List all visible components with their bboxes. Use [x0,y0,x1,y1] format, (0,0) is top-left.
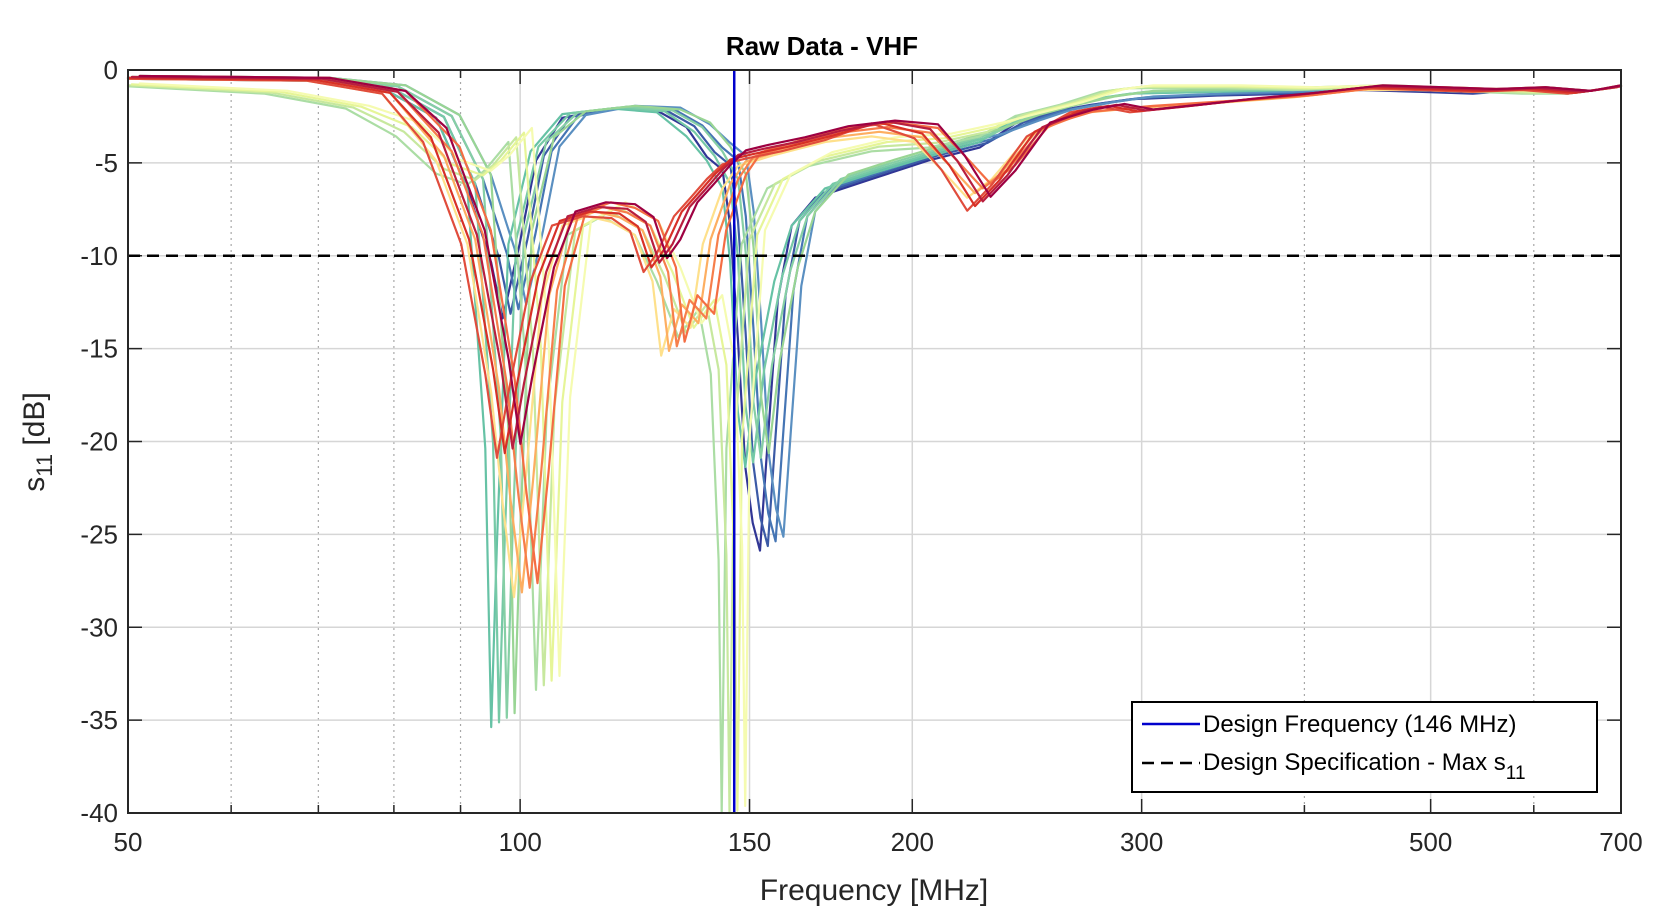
x-tick-label: 200 [891,827,934,857]
y-tick-labels: 0 -5 -10 -15 -20 -25 -30 -35 -40 [80,55,118,828]
y-tick-label: -5 [95,148,118,178]
y-tick-label: -25 [80,519,118,549]
x-tick-label: 700 [1599,827,1642,857]
legend-design-spec-label: Design Specification - Max s11 [1203,749,1526,784]
y-tick-label: -30 [80,612,118,642]
x-tick-label: 150 [728,827,771,857]
y-tick-label: -20 [80,427,118,457]
x-tick-labels: 50 100 150 200 300 500 700 [114,827,1643,857]
y-axis-label-unit: [dB] [18,392,51,454]
y-tick-label: -10 [80,241,118,271]
series-curve [130,83,1623,812]
y-tick-label: -15 [80,334,118,364]
reference-lines [128,70,1621,813]
legend-design-spec-sub: 11 [1506,763,1526,784]
legend-design-frequency-label: Design Frequency (146 MHz) [1203,711,1516,738]
legend-box [1131,701,1598,793]
y-axis-label-main: s [18,477,51,492]
x-tick-label: 50 [114,827,143,857]
series-curve [138,82,1623,808]
x-tick-label: 500 [1409,827,1452,857]
y-axis-label: s11 [dB] [18,392,57,492]
y-tick-label: -40 [80,798,118,828]
legend: Design Frequency (146 MHz) Design Specif… [1131,701,1598,793]
x-tick-label: 300 [1120,827,1163,857]
series-curve [138,74,1623,445]
y-tick-label: 0 [104,55,118,85]
x-axis-label: Frequency [MHz] [760,874,988,907]
y-tick-label: -35 [80,705,118,735]
legend-design-spec-main: Design Specification - Max s [1203,749,1506,776]
plot-frame [127,69,1622,814]
chart-title: Raw Data - VHF [726,31,918,61]
y-axis-label-sub: 11 [32,454,57,477]
x-tick-label: 100 [498,827,541,857]
